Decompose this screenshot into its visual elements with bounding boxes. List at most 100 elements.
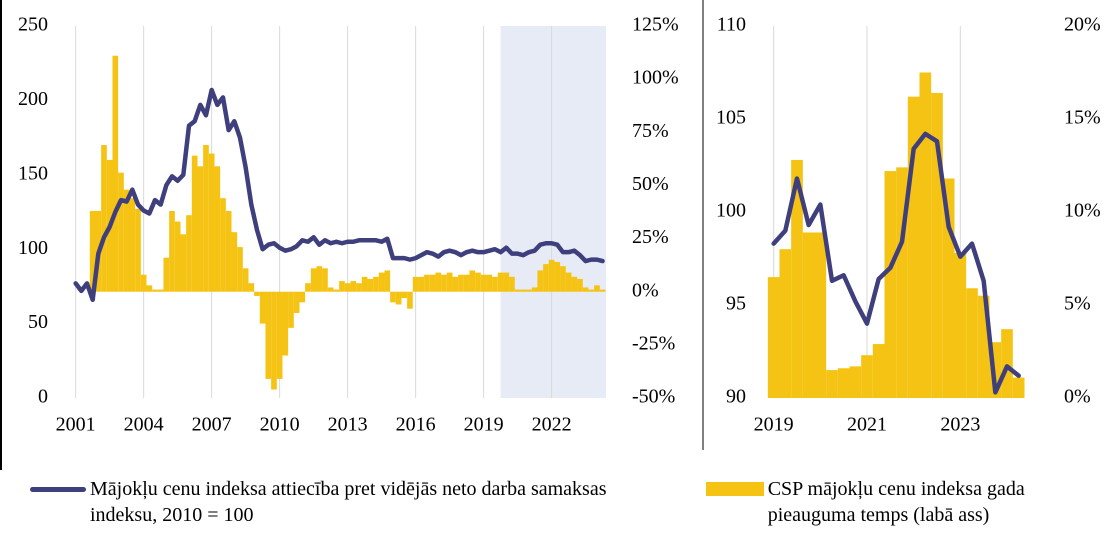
bar [594, 285, 600, 292]
bar [588, 289, 595, 292]
bar [896, 167, 908, 398]
bar [390, 291, 396, 303]
bar [919, 72, 932, 398]
bar [942, 178, 955, 398]
bar [186, 215, 192, 292]
bar [849, 366, 862, 398]
bar [861, 355, 873, 398]
bar [837, 368, 850, 398]
bar [254, 291, 260, 296]
bar [259, 291, 266, 324]
bar [378, 272, 385, 292]
bar [146, 285, 153, 292]
bar [826, 370, 838, 398]
bar [989, 342, 1002, 398]
bar [140, 274, 147, 292]
bar [526, 289, 532, 292]
bar [469, 270, 476, 292]
bar [446, 272, 453, 292]
bar [310, 268, 317, 292]
bar [203, 145, 209, 292]
bar [169, 210, 175, 292]
bar [248, 283, 255, 292]
bar [814, 232, 827, 398]
bar [299, 291, 306, 303]
x-tick-label: 2019 [754, 414, 794, 436]
bar [424, 274, 430, 292]
bar [418, 276, 425, 292]
y-tick-label: 0 [38, 386, 48, 408]
x-tick-label: 2010 [260, 414, 300, 436]
bar [271, 291, 277, 390]
y-tick-label: 100 [18, 237, 48, 259]
y2-tick-label: 75% [632, 120, 669, 142]
bar [554, 261, 561, 292]
bar [112, 55, 119, 292]
bar [265, 291, 272, 379]
y-tick-label: 250 [18, 14, 48, 36]
x-tick-label: 2016 [396, 414, 436, 436]
bar [537, 270, 544, 292]
bar [305, 283, 311, 292]
bar [350, 281, 357, 292]
bar [802, 232, 815, 398]
bar [333, 289, 340, 292]
bar [509, 276, 515, 292]
y2-tick-label: -50% [632, 386, 675, 408]
legend-item: Mājokļu cenu indeksa attiecība pret vidē… [30, 476, 670, 528]
bar [543, 264, 549, 292]
bar [1012, 377, 1025, 398]
y-tick-label: 90 [726, 386, 746, 408]
bar [339, 281, 345, 292]
bar [565, 272, 572, 292]
bar [767, 277, 780, 398]
bar [435, 272, 442, 292]
bar [599, 289, 606, 292]
bar [480, 274, 487, 292]
legend-label: CSP mājokļu cenu indeksa gada pieauguma … [767, 478, 1025, 526]
bar [907, 96, 920, 399]
x-tick-label: 2004 [124, 414, 164, 436]
x-tick-label: 2013 [328, 414, 368, 436]
bar [157, 289, 164, 292]
y2-tick-label: 15% [1064, 107, 1101, 129]
y2-tick-label: 0% [632, 279, 659, 301]
legend-swatch [706, 482, 764, 496]
bar [486, 274, 493, 292]
y-tick-label: 105 [716, 107, 746, 129]
bar [208, 153, 215, 292]
bar [356, 283, 362, 292]
bar [191, 155, 198, 292]
bar [412, 276, 419, 292]
bar [344, 283, 351, 292]
x-tick-label: 2023 [940, 414, 980, 436]
bar [560, 266, 566, 292]
y-tick-label: 100 [716, 200, 746, 222]
bar [282, 291, 289, 356]
bar [407, 291, 413, 309]
bar [1001, 329, 1013, 398]
x-tick-label: 2019 [464, 414, 504, 436]
y2-tick-label: 100% [632, 67, 679, 89]
bar [237, 247, 243, 292]
bar [497, 272, 504, 292]
bar [101, 145, 107, 292]
x-tick-label: 2007 [192, 414, 232, 436]
bar [316, 266, 323, 292]
bar [884, 171, 897, 398]
legend-item: CSP mājokļu cenu indeksa gada pieauguma … [706, 476, 1106, 528]
bar [531, 287, 538, 292]
bar [225, 210, 232, 292]
bar [872, 344, 885, 398]
bar [577, 278, 583, 292]
bar [214, 166, 221, 292]
bar [293, 291, 300, 313]
x-tick-label: 2021 [847, 414, 887, 436]
y-tick-label: 110 [717, 14, 746, 36]
y2-tick-label: 125% [632, 14, 679, 36]
y2-tick-label: -25% [632, 332, 675, 354]
bar [463, 274, 470, 292]
bar [458, 274, 464, 292]
bar [475, 272, 481, 292]
